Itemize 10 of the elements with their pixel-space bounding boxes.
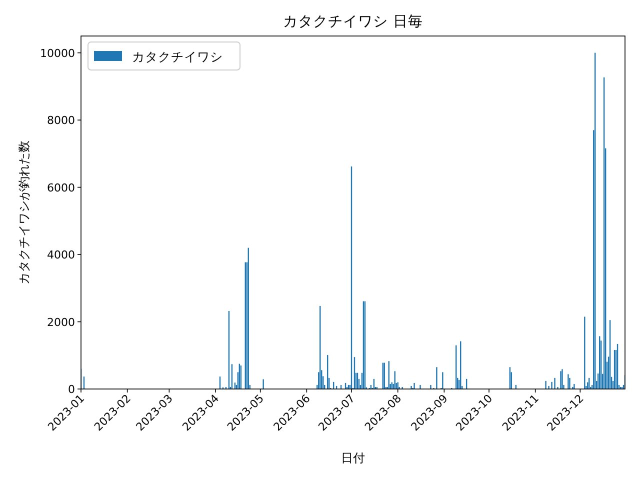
x-axis-title: 日付 — [341, 451, 365, 465]
y-axis-title: カタクチイワシが釣れた数 — [17, 140, 31, 284]
y-tick-label: 10000 — [40, 46, 75, 60]
chart-title: カタクチイワシ 日毎 — [283, 13, 423, 30]
y-tick-label: 6000 — [47, 181, 75, 194]
y-tick-label: 0 — [68, 383, 75, 396]
legend-label: カタクチイワシ — [132, 49, 223, 64]
y-tick-label: 4000 — [47, 248, 75, 262]
y-tick-label: 8000 — [47, 114, 75, 128]
y-tick-label: 2000 — [47, 316, 75, 329]
